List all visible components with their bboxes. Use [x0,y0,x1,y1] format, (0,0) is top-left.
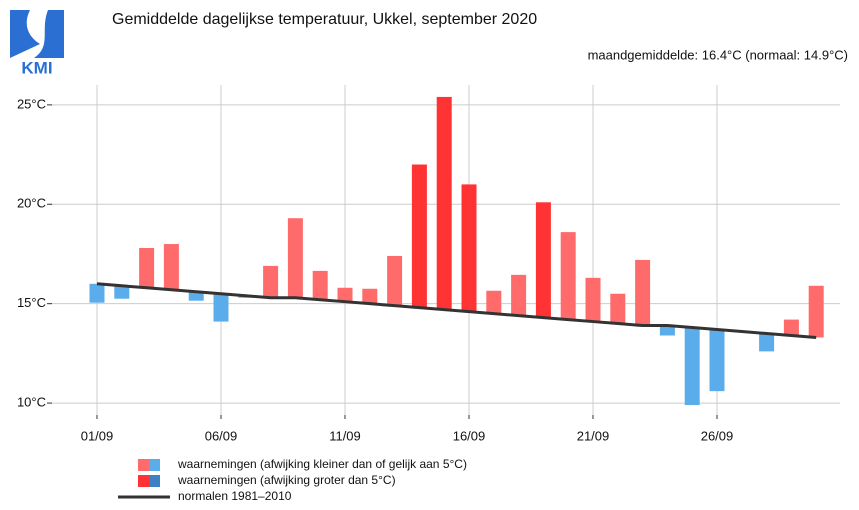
chart-subtitle: maandgemiddelde: 16.4°C (normaal: 14.9°C… [588,47,848,62]
bar [535,202,551,318]
y-tick-label: 15°C [17,295,46,310]
legend-label: waarnemingen (afwijking groter dan 5°C) [177,473,396,487]
x-tick-label: 21/09 [577,428,610,443]
bar [139,248,155,288]
bar [411,164,427,308]
bar [312,270,328,300]
bar [759,333,775,352]
y-tick-label: 20°C [17,196,46,211]
x-tick-label: 11/09 [329,428,361,443]
bar [263,265,279,298]
bar [783,319,799,336]
x-tick-label: 06/09 [205,428,238,443]
y-tick-label: 25°C [17,96,46,111]
bar [486,290,502,314]
bar [337,287,353,302]
logo-text: KMI [21,58,52,77]
bar [387,255,403,306]
bar [709,329,725,392]
bar [635,259,651,326]
bar [213,293,229,322]
x-tick-label: 26/09 [701,428,734,443]
legend-swatch [149,459,160,471]
bar [461,184,477,312]
x-tick-label: 16/09 [453,428,486,443]
logo-shape [34,10,64,58]
bar [114,285,130,299]
bar [362,288,378,304]
bar [436,96,452,310]
x-tick-label: 01/09 [81,428,114,443]
bar [659,325,675,336]
bar [188,291,204,301]
legend-label: normalen 1981–2010 [178,489,292,503]
bar [610,293,626,324]
legend-swatch [138,459,149,471]
legend-swatch [138,475,149,487]
bar [585,277,601,322]
bar [511,274,527,316]
bar [287,218,303,298]
y-tick-label: 10°C [17,395,46,410]
bar [89,283,105,303]
normal-line [96,282,817,339]
logo-shape [10,10,40,58]
legend-label: waarnemingen (afwijking kleiner dan of g… [177,457,467,471]
bar [560,232,576,320]
legend-swatch [149,475,160,487]
bar [163,244,179,290]
chart-title: Gemiddelde dagelijkse temperatuur, Ukkel… [112,11,537,28]
bar [684,327,700,406]
logo: KMI [10,10,64,77]
bar [808,285,824,338]
